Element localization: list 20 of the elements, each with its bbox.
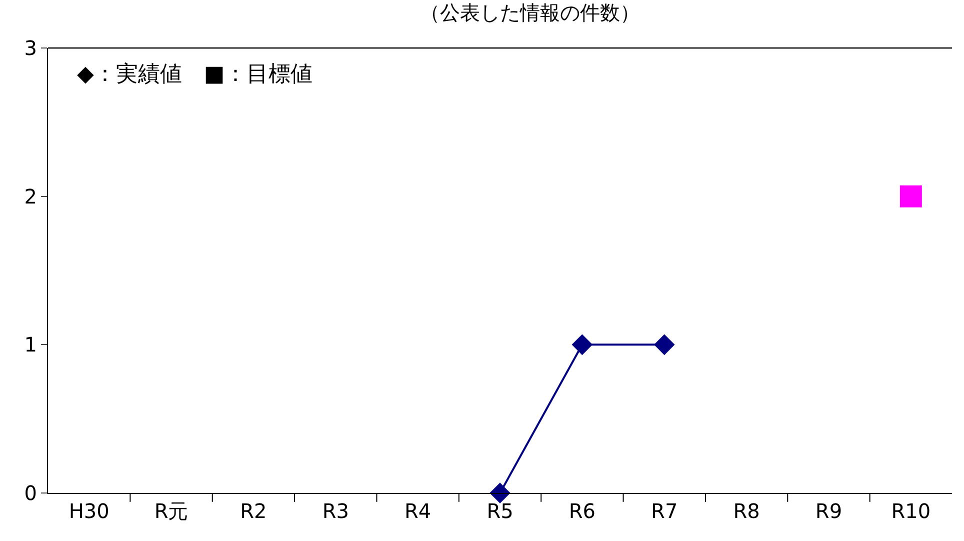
x-tick-label: R2 (240, 499, 267, 523)
point (654, 334, 675, 356)
point (572, 334, 593, 356)
x-tick-label: R7 (651, 499, 678, 523)
x-tick-label: R3 (322, 499, 349, 523)
x-tick-label: R8 (733, 499, 760, 523)
chart-title: （公表した情報の件数） (420, 0, 640, 24)
x-tick-label: R4 (404, 499, 432, 523)
point (900, 185, 922, 208)
y-tick-label: 3 (24, 36, 37, 60)
annotation: ◆：実績値 ■：目標値 (77, 62, 313, 87)
x-tick-label: R10 (891, 499, 931, 523)
y-tick-label: 1 (24, 332, 37, 357)
x-tick-label: H30 (68, 499, 110, 523)
x-tick-label: R5 (486, 499, 514, 523)
y-tick-label: 0 (24, 481, 37, 505)
y-tick-label: 2 (24, 184, 37, 208)
x-tick-label: R6 (568, 499, 596, 523)
x-tick-label: R9 (815, 499, 842, 523)
x-tick-label: R元 (154, 499, 188, 523)
